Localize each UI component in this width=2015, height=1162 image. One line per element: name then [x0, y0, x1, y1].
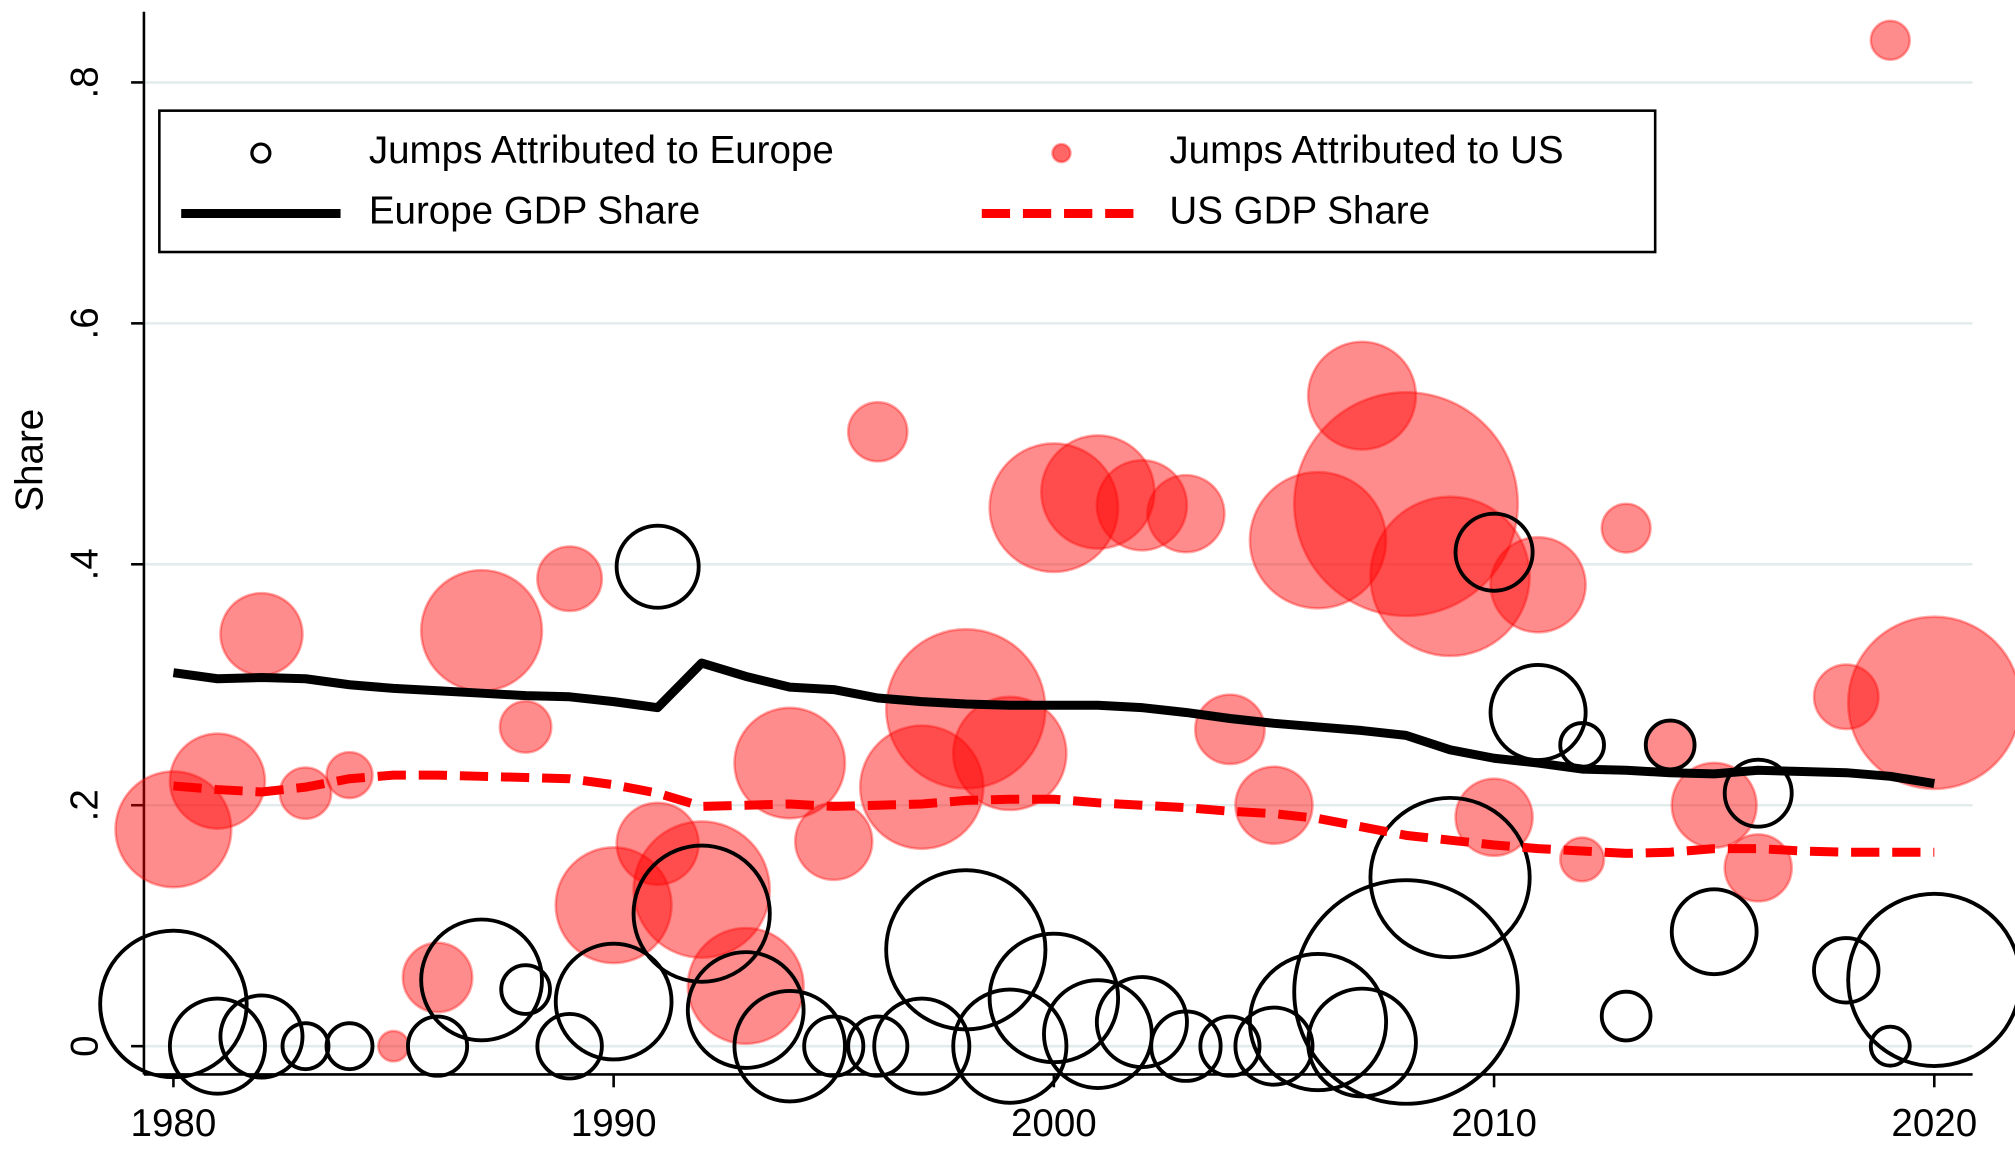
- bubble: [858, 724, 985, 851]
- x-tick-label: 1980: [131, 1102, 217, 1145]
- bubble: [1453, 511, 1535, 593]
- x-tick-label: 2010: [1451, 1102, 1537, 1145]
- x-tick-label: 2000: [1011, 1102, 1097, 1145]
- legend-label: Jumps Attributed to US: [1169, 129, 1563, 172]
- bubble: [114, 770, 233, 889]
- bubble: [802, 1014, 866, 1078]
- bubble: [535, 1011, 604, 1081]
- bubble: [1846, 615, 2015, 791]
- bubble: [846, 400, 909, 463]
- bubble: [1454, 777, 1534, 858]
- bubble: [1600, 502, 1652, 554]
- line: [172, 658, 1936, 788]
- y-tick-label: .6: [64, 307, 107, 339]
- bubble: [218, 993, 305, 1080]
- bubble: [1248, 470, 1388, 610]
- bubble: [1812, 663, 1880, 731]
- bubble: [553, 941, 674, 1062]
- y-tick-label: .4: [64, 548, 107, 580]
- bubble: [1669, 887, 1759, 977]
- bubble: [406, 1014, 470, 1078]
- bubble: [884, 868, 1048, 1032]
- bubble: [1868, 1024, 1912, 1068]
- bubble: [1039, 434, 1156, 550]
- bubble: [631, 843, 772, 984]
- bubble: [872, 996, 972, 1096]
- legend-marker: [1051, 142, 1072, 164]
- bubble: [219, 591, 304, 677]
- bubble: [401, 941, 474, 1014]
- bubble: [1558, 836, 1606, 883]
- bubble: [1234, 765, 1314, 846]
- bubble: [1489, 535, 1587, 634]
- bubble: [536, 545, 604, 613]
- bubble: [1869, 19, 1912, 62]
- bubble: [614, 523, 701, 610]
- bubble: [1369, 495, 1531, 658]
- bubble: [1292, 390, 1520, 618]
- bubble: [324, 1021, 375, 1072]
- bubble: [1198, 1014, 1262, 1078]
- y-axis-label: Share: [8, 409, 51, 512]
- bubble: [167, 996, 267, 1096]
- bubble: [1292, 878, 1520, 1106]
- bubble: [1146, 473, 1226, 554]
- bubble: [278, 766, 333, 821]
- bubble: [1599, 989, 1653, 1043]
- bubble: [1193, 693, 1266, 766]
- y-tick-label: .8: [64, 66, 107, 98]
- bubble: [733, 706, 847, 820]
- bubble: [951, 695, 1068, 812]
- bubble: [685, 950, 806, 1070]
- y-tick-label: 0: [64, 1035, 107, 1056]
- bubble: [419, 917, 544, 1043]
- bubble: [168, 732, 267, 830]
- bubble: [732, 988, 847, 1104]
- bubble: [686, 926, 805, 1046]
- bubble: [98, 928, 249, 1080]
- bubble: [499, 963, 552, 1016]
- bubble: [846, 1014, 910, 1078]
- legend-label: Europe GDP Share: [369, 190, 700, 233]
- bubble: [987, 931, 1121, 1065]
- bubble: [1306, 986, 1418, 1099]
- bubble: [1306, 340, 1418, 451]
- bubble: [498, 699, 553, 754]
- bubble: [1488, 662, 1588, 762]
- bubble: [1812, 936, 1881, 1005]
- legend-label: Jumps Attributed to Europe: [369, 129, 834, 172]
- bubble: [1149, 1009, 1223, 1083]
- line: [173, 770, 1935, 858]
- bubble: [1095, 458, 1189, 552]
- bubble: [1846, 891, 2015, 1068]
- y-tick-label: .2: [64, 789, 107, 821]
- legend-label: US GDP Share: [1169, 190, 1430, 233]
- legend-box: [158, 109, 1657, 254]
- x-tick-label: 2020: [1891, 1102, 1977, 1145]
- bubble: [280, 1021, 331, 1072]
- bubble: [1233, 1005, 1315, 1087]
- bubble: [419, 568, 544, 693]
- bubble: [1094, 975, 1189, 1070]
- legend-marker: [250, 142, 272, 164]
- x-tick-label: 1990: [571, 1102, 657, 1145]
- bubble: [951, 987, 1069, 1105]
- bubble: [1247, 952, 1389, 1093]
- bubble: [988, 442, 1120, 574]
- bubble: [1722, 757, 1794, 829]
- bubble: [1368, 795, 1532, 960]
- bubble: [377, 1029, 411, 1063]
- bubble: [793, 801, 874, 882]
